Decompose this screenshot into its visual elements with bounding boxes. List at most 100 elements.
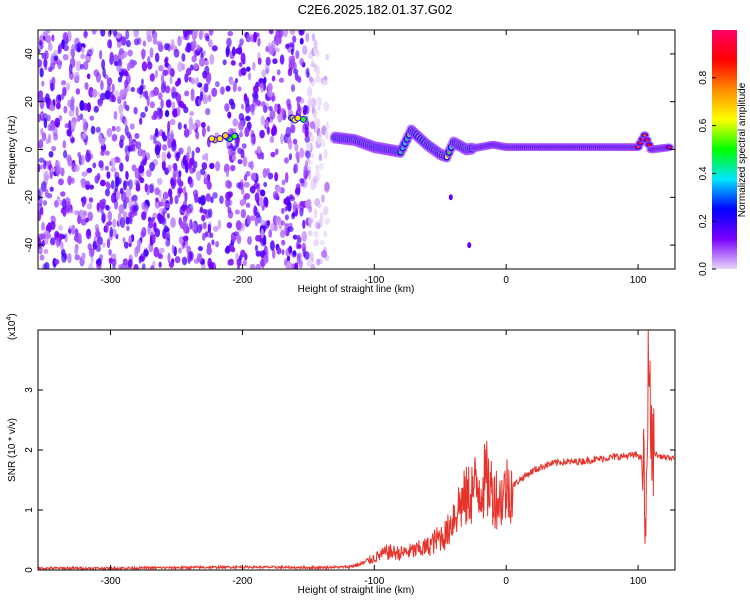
heatmap-cell: [167, 137, 172, 149]
snr-x-tick-label: 100: [630, 576, 647, 587]
heatmap-cell: [55, 237, 61, 249]
heatmap-cell: [281, 179, 286, 186]
heatmap-cell: [315, 75, 321, 84]
heatmap-cell: [324, 217, 330, 225]
heatmap-cell: [268, 229, 273, 238]
heatmap-cell: [97, 99, 103, 107]
heatmap-cell: [270, 222, 277, 232]
heatmap-cell: [102, 67, 106, 78]
heatmap-cell: [259, 129, 265, 139]
heatmap-cell: [149, 101, 155, 109]
snr-x-tick-label: -100: [364, 576, 384, 587]
heatmap-cell: [167, 188, 173, 198]
heatmap-cell: [164, 202, 170, 209]
heatmap-cell: [195, 130, 200, 140]
heatmap-cell: [231, 132, 239, 140]
heatmap-cell: [161, 131, 166, 140]
heatmap-cell: [301, 45, 308, 55]
heatmap-cell: [181, 256, 188, 266]
heatmap-cell: [151, 30, 156, 35]
heatmap-cell: [105, 181, 110, 188]
heatmap-cell: [246, 66, 251, 72]
heatmap-cell: [140, 230, 145, 239]
heatmap-cell: [112, 264, 116, 269]
heatmap-cell: [74, 254, 81, 261]
heatmap-cell: [250, 172, 257, 182]
heatmap-cell: [114, 199, 119, 210]
heatmap-cell: [40, 233, 46, 240]
heatmap-cell: [225, 45, 231, 56]
heatmap-cell: [245, 202, 251, 208]
heatmap-cell: [230, 164, 236, 172]
heatmap-cell: [94, 230, 101, 237]
heatmap-cell: [254, 216, 259, 227]
heatmap-cell: [77, 151, 81, 158]
heatmap-cell: [238, 254, 243, 261]
heatmap-cell: [66, 205, 70, 213]
heatmap-cell: [44, 189, 49, 198]
heatmap-cell: [207, 94, 212, 103]
heatmap-cell: [244, 192, 251, 200]
snr-y-tick-label: 3: [24, 387, 35, 393]
heatmap-cell: [125, 39, 131, 48]
heatmap-cell: [208, 135, 216, 143]
heatmap-cell: [211, 239, 215, 246]
heatmap-cell: [70, 48, 75, 57]
heatmap-cell: [323, 148, 328, 160]
heatmap-cell: [269, 135, 275, 144]
heatmap-y-tick-label: 20: [24, 96, 35, 108]
heatmap-cell: [294, 262, 299, 269]
heatmap-cell: [245, 115, 251, 122]
heatmap-cell: [256, 100, 262, 107]
heatmap-cell: [290, 48, 294, 56]
heatmap-cell: [169, 195, 173, 205]
heatmap-cell: [202, 50, 206, 56]
heatmap-cell: [170, 217, 176, 228]
heatmap-cell: [93, 105, 99, 113]
heatmap-cell: [223, 163, 230, 174]
heatmap-cell: [44, 261, 50, 269]
heatmap-cell: [164, 109, 170, 118]
heatmap-cell: [184, 90, 190, 97]
heatmap-cell: [294, 143, 299, 152]
heatmap-cell: [75, 60, 82, 72]
heatmap-cell: [240, 52, 246, 64]
heatmap-cell: [50, 82, 54, 91]
heatmap-cell: [286, 98, 291, 108]
heatmap-cell: [169, 75, 173, 85]
heatmap-cell: [189, 178, 194, 189]
heatmap-cell: [306, 258, 313, 268]
heatmap-cell: [159, 247, 165, 254]
heatmap-cell: [148, 92, 153, 99]
heatmap-cell: [237, 86, 242, 92]
heatmap-cell: [124, 196, 130, 204]
heatmap-cell: [42, 200, 48, 206]
heatmap-cell: [325, 53, 330, 61]
heatmap-cell: [182, 235, 189, 242]
heatmap-cell: [96, 172, 101, 181]
heatmap-cell: [83, 30, 88, 37]
heatmap-cell: [304, 128, 309, 138]
heatmap-cell: [244, 127, 250, 138]
heatmap-cell: [290, 55, 296, 66]
heatmap-cell: [158, 201, 165, 207]
heatmap-cell: [177, 187, 184, 194]
heatmap-cell: [287, 226, 294, 232]
heatmap-cell: [67, 175, 73, 186]
heatmap-cell: [104, 188, 110, 197]
heatmap-cell: [57, 59, 62, 70]
heatmap-cell: [75, 88, 81, 95]
heatmap-cell: [296, 186, 301, 196]
heatmap-cell: [260, 82, 264, 94]
heatmap-cell: [237, 147, 243, 155]
heatmap-cell: [63, 105, 68, 114]
heatmap-cell: [204, 60, 210, 66]
heatmap-cell: [205, 193, 212, 202]
heatmap-cell: [134, 132, 140, 139]
heatmap-cell: [178, 247, 182, 254]
heatmap-cell: [125, 30, 130, 40]
heatmap-cell: [202, 70, 208, 79]
heatmap-cell: [252, 61, 256, 71]
heatmap-cell: [280, 133, 284, 145]
